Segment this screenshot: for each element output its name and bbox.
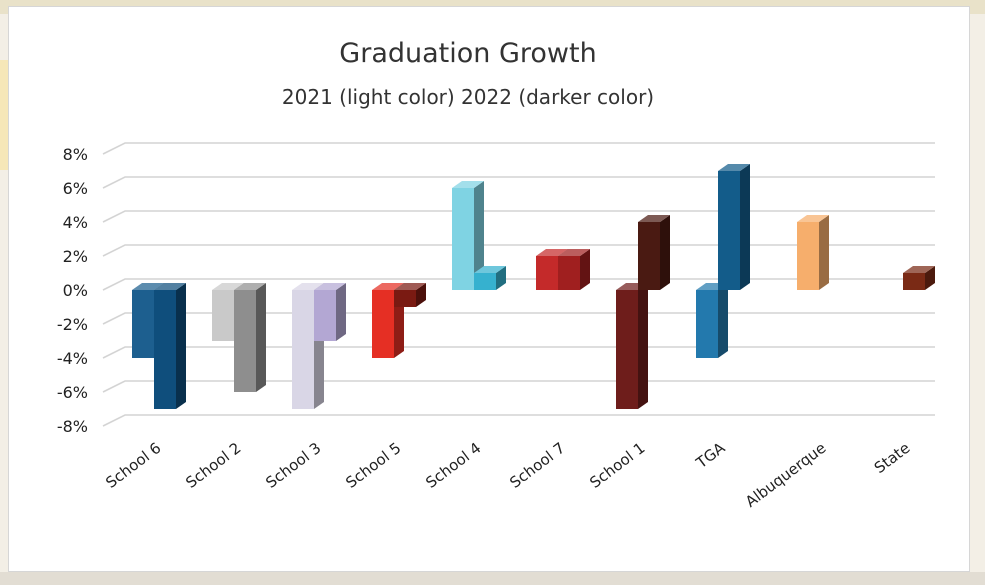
gridline — [102, 312, 935, 325]
y-tick-label: -8% — [57, 417, 88, 436]
bar-2021-4-front — [452, 188, 474, 290]
bar-2021-7-side — [718, 283, 728, 358]
bar-2022-2 — [314, 283, 346, 341]
x-category-label: School 2 — [182, 439, 244, 492]
x-category-label: School 3 — [262, 439, 324, 492]
bar-2021-4 — [452, 181, 484, 290]
bar-2021-2-front — [292, 290, 314, 409]
bar-2022-4-front — [474, 273, 496, 290]
y-tick-label: -4% — [57, 349, 88, 368]
bar-2022-4 — [474, 266, 506, 290]
y-tick-label: 4% — [63, 213, 88, 232]
chart-title: Graduation Growth — [339, 38, 596, 69]
x-category-label: School 7 — [506, 439, 568, 492]
bar-2021-0-front — [132, 290, 154, 358]
bar-2021-7-front — [696, 290, 718, 358]
bar-2021-4-side — [474, 181, 484, 290]
bar-2022-3 — [394, 283, 426, 307]
paper-edge-bottom — [0, 572, 985, 585]
x-category-label: State — [871, 439, 914, 477]
bar-2021-3-top — [372, 283, 404, 290]
gridline — [102, 142, 935, 155]
y-tick-label: 6% — [63, 179, 88, 198]
chart-subtitle: 2021 (light color) 2022 (darker color) — [282, 85, 654, 109]
bar-2022-9-top — [903, 266, 935, 273]
bar-2022-9 — [903, 266, 935, 290]
bar-2022-2-front — [314, 290, 336, 341]
gridline — [102, 176, 935, 189]
bar-2022-0 — [154, 283, 186, 409]
bar-2022-3-top — [394, 283, 426, 290]
bar-2021-8 — [797, 215, 829, 290]
bar-2021-8-side — [819, 215, 829, 290]
bar-2022-0-top — [154, 283, 186, 290]
gridline — [102, 414, 935, 427]
bar-2022-7-front — [718, 171, 740, 290]
x-category-label: School 1 — [586, 439, 648, 492]
bar-2022-5-side — [580, 249, 590, 290]
bar-2022-7 — [718, 164, 750, 290]
bar-2022-0-side — [176, 283, 186, 409]
bar-2022-6 — [638, 215, 670, 290]
bar-2021-2-top — [292, 283, 324, 290]
bar-2022-4-top — [474, 266, 506, 273]
x-category-label: School 6 — [102, 439, 164, 492]
gridline — [102, 210, 935, 223]
bar-2021-5-front — [536, 256, 558, 290]
y-tick-label: 0% — [63, 281, 88, 300]
bar-2022-3-side — [416, 283, 426, 307]
bar-2022-1 — [234, 283, 266, 392]
gridline — [102, 346, 935, 359]
bar-2021-1-top — [212, 283, 244, 290]
bar-2021-5-top — [536, 249, 568, 256]
bar-2021-6-side — [638, 283, 648, 409]
x-category-label: Albuquerque — [742, 439, 829, 511]
bar-2021-1-front — [212, 290, 234, 341]
bar-2021-6-front — [616, 290, 638, 409]
bar-2022-7-side — [740, 164, 750, 290]
bar-2022-7-top — [718, 164, 750, 171]
bar-2021-7 — [696, 283, 728, 358]
bar-2022-5-top — [558, 249, 590, 256]
y-tick-label: 2% — [63, 247, 88, 266]
bar-2022-1-side — [256, 283, 266, 392]
bar-2022-6-top — [638, 215, 670, 222]
bar-2022-9-front — [903, 273, 925, 290]
y-tick-label: -6% — [57, 383, 88, 402]
y-tick-label: -2% — [57, 315, 88, 334]
gridline — [102, 380, 935, 393]
bar-2021-8-front — [797, 222, 819, 290]
bar-2021-6 — [616, 283, 648, 409]
x-category-label: School 5 — [342, 439, 404, 492]
x-category-label: TGA — [692, 438, 729, 472]
bar-2022-4-side — [496, 266, 506, 290]
bar-2022-1-top — [234, 283, 266, 290]
bar-2022-2-top — [314, 283, 346, 290]
bar-2022-3-front — [394, 290, 416, 307]
bar-2021-3 — [372, 283, 404, 358]
bar-2022-5 — [558, 249, 590, 290]
bar-2022-0-front — [154, 290, 176, 409]
bar-2022-5-front — [558, 256, 580, 290]
bar-2022-6-side — [660, 215, 670, 290]
x-category-label: School 4 — [422, 439, 484, 492]
bar-2022-2-side — [336, 283, 346, 341]
bar-2021-4-top — [452, 181, 484, 188]
y-tick-label: 8% — [63, 145, 88, 164]
bar-2021-0-top — [132, 283, 164, 290]
bar-2021-3-front — [372, 290, 394, 358]
bar-2022-1-front — [234, 290, 256, 392]
bar-2021-8-top — [797, 215, 829, 222]
bar-2022-9-side — [925, 266, 935, 290]
bar-2022-6-front — [638, 222, 660, 290]
